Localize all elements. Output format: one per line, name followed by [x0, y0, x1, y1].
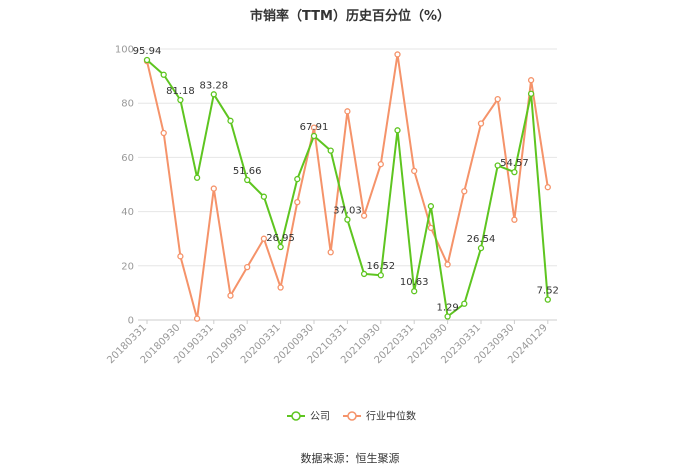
data-label: 26.54 — [467, 234, 496, 245]
data-point — [360, 270, 368, 278]
data-label: 37.03 — [333, 206, 362, 217]
data-point — [344, 108, 351, 115]
y-tick-label: 100 — [115, 45, 134, 56]
data-point — [277, 243, 284, 251]
data-label: 51.66 — [233, 166, 262, 177]
data-point — [177, 96, 184, 104]
y-tick-label: 60 — [121, 153, 134, 164]
data-point — [310, 132, 318, 140]
data-point — [461, 300, 468, 307]
data-point — [193, 174, 201, 181]
data-point — [461, 188, 468, 195]
data-point — [511, 168, 518, 176]
data-point — [327, 147, 334, 154]
data-point — [494, 95, 501, 103]
y-tick-label: 20 — [121, 261, 134, 272]
y-tick-label: 40 — [121, 207, 134, 218]
data-point — [177, 253, 184, 260]
data-point — [277, 284, 284, 291]
data-label: 26.95 — [266, 233, 295, 244]
data-point — [244, 264, 251, 271]
data-point — [193, 315, 201, 322]
data-point — [477, 244, 485, 252]
data-point — [227, 117, 234, 124]
data-label: 7.52 — [537, 286, 559, 297]
data-point — [210, 91, 217, 98]
data-point — [227, 292, 234, 299]
data-point — [160, 129, 167, 137]
data-point — [427, 203, 435, 210]
data-point — [143, 56, 151, 64]
data-label: 1.29 — [436, 303, 458, 314]
y-tick-label: 0 — [128, 316, 134, 327]
data-point — [427, 224, 435, 232]
data-label: 54.57 — [500, 158, 529, 169]
data-label: 10.63 — [400, 277, 429, 288]
data-point — [544, 296, 551, 303]
legend-swatch-marker — [291, 411, 301, 421]
data-point — [527, 77, 535, 84]
data-label: 67.91 — [300, 122, 329, 133]
data-point — [511, 216, 518, 223]
data-point — [377, 272, 384, 279]
data-point — [360, 212, 368, 219]
series-line — [146, 59, 549, 318]
data-point — [160, 71, 167, 78]
series-line — [146, 53, 549, 320]
data-point — [327, 249, 334, 256]
data-point — [294, 175, 301, 183]
data-label: 83.28 — [199, 80, 228, 91]
data-label: 95.94 — [133, 46, 162, 57]
data-point — [411, 288, 418, 295]
y-tick-label: 80 — [121, 99, 134, 110]
data-point — [394, 127, 401, 134]
data-point — [477, 120, 485, 127]
data-point — [210, 185, 217, 192]
legend-label: 公司 — [310, 412, 330, 423]
data-point — [411, 167, 418, 175]
data-point — [444, 313, 451, 320]
data-point — [260, 193, 268, 200]
data-point — [294, 198, 301, 206]
legend-label: 行业中位数 — [366, 410, 416, 423]
chart-title: 市销率（TTM）历史百分位（%） — [250, 9, 450, 24]
data-point — [377, 161, 384, 168]
data-point — [444, 261, 451, 268]
data-point — [494, 162, 501, 169]
data-point — [260, 235, 268, 242]
data-point — [344, 216, 351, 223]
legend-swatch-marker — [347, 411, 357, 421]
data-source: 数据来源：恒生聚源 — [300, 452, 400, 465]
data-point — [310, 124, 318, 131]
data-point — [527, 90, 535, 97]
data-point — [394, 51, 401, 58]
data-label: 81.18 — [166, 86, 195, 97]
data-point — [244, 176, 251, 184]
data-point — [544, 184, 551, 191]
data-label: 16.52 — [366, 261, 395, 272]
